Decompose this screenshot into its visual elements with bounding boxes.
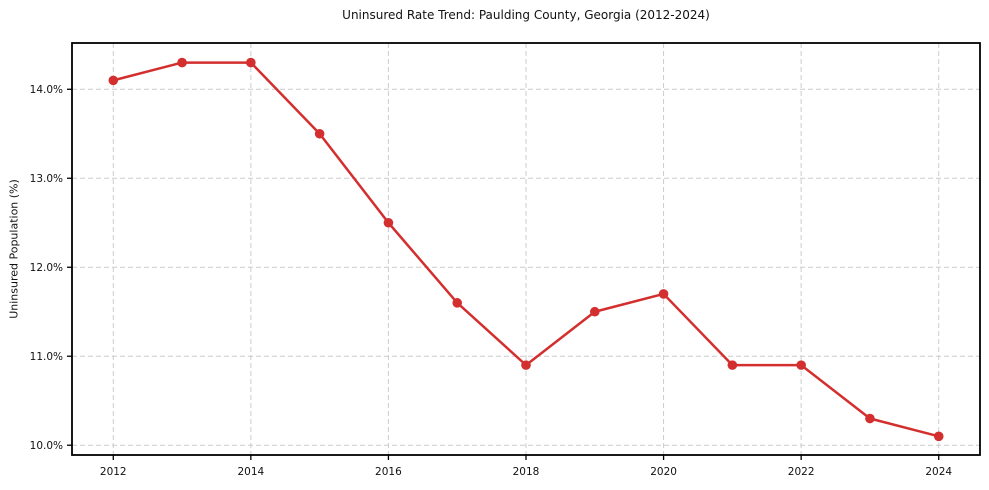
- x-tick-label: 2014: [237, 466, 264, 478]
- data-point: [108, 75, 119, 86]
- y-axis-label: Uninsured Population (%): [7, 179, 21, 319]
- data-point: [865, 413, 875, 424]
- x-tick-label: 2012: [100, 466, 127, 478]
- data-point: [314, 128, 325, 139]
- x-tick-label: 2022: [788, 466, 815, 478]
- data-point: [727, 360, 738, 370]
- x-tick-label: 2016: [375, 466, 402, 478]
- y-tick-label: 10.0%: [30, 440, 63, 452]
- x-tick-label: 2020: [650, 466, 677, 478]
- y-tick-label: 13.0%: [30, 173, 63, 185]
- data-point: [796, 360, 806, 370]
- data-point: [521, 360, 531, 370]
- x-tick-label: 2018: [513, 466, 540, 478]
- data-point: [452, 298, 463, 308]
- data-point: [933, 431, 944, 442]
- y-tick-label: 14.0%: [30, 84, 63, 96]
- plot-border: [71, 42, 981, 456]
- data-point: [383, 217, 394, 228]
- chart-title: Uninsured Rate Trend: Paulding County, G…: [342, 8, 710, 22]
- y-tick-label: 12.0%: [30, 262, 63, 274]
- data-point: [177, 57, 187, 68]
- data-point: [246, 57, 256, 68]
- data-point: [589, 306, 600, 317]
- data-point: [658, 289, 669, 299]
- y-tick-label: 11.0%: [30, 351, 63, 363]
- x-tick-label: 2024: [925, 466, 952, 478]
